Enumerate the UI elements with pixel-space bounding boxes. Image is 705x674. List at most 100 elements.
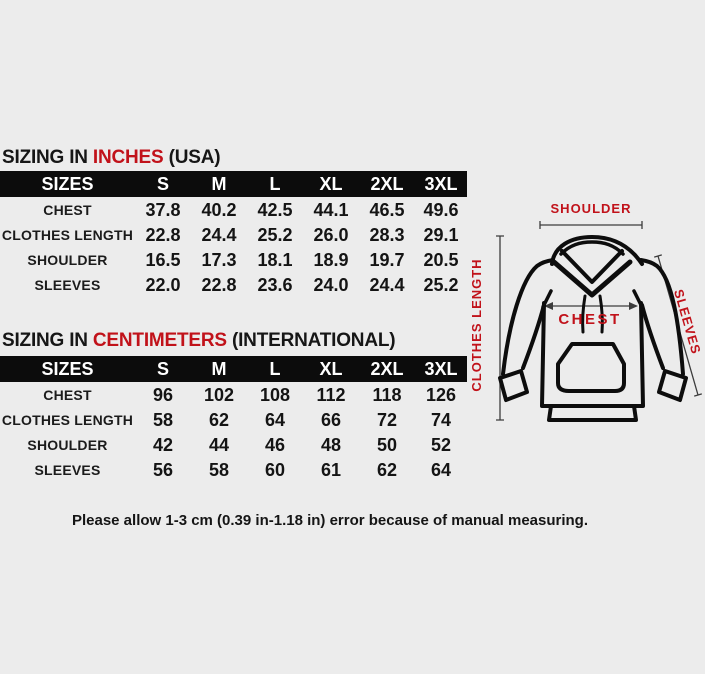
size-value-cell: 52 [430, 434, 452, 455]
size-value-cell: 28.3 [369, 224, 405, 245]
measuring-error-note: Please allow 1-3 cm (0.39 in-1.18 in) er… [71, 512, 589, 529]
size-value-cell: 66 [320, 409, 342, 430]
size-value-cell: 58 [208, 459, 230, 480]
size-value-cell: 50 [376, 434, 398, 455]
size-value-cell: 17.3 [201, 249, 237, 270]
size-value-cell: 23.6 [257, 274, 293, 295]
left-cuff [498, 369, 529, 402]
hood-inner [559, 240, 625, 256]
size-column-header: XL [319, 174, 343, 194]
inches-table-header: SIZES S M L XL 2XL 3XL [0, 171, 467, 197]
right-sleeve-outer [639, 258, 685, 376]
title-unit-centimeters: CENTIMETERS [92, 330, 227, 351]
size-value-cell: 25.2 [423, 274, 459, 295]
size-value-cell: 42.5 [257, 199, 293, 220]
size-value-cell: 26.0 [313, 224, 349, 245]
collar-v-outer [551, 259, 633, 298]
size-row-label: SLEEVES [34, 276, 101, 293]
measurement-lines [496, 221, 702, 421]
size-row-label: SHOULDER [27, 436, 108, 453]
collar-v-inner [560, 249, 624, 284]
chest-label: CHEST [558, 311, 621, 328]
left-drawstring [581, 294, 587, 334]
inches-size-table: SIZES S M L XL 2XL 3XL CHEST 37.8 40.2 42.5 44.1 46… [0, 171, 467, 297]
hem-band [547, 404, 638, 422]
cm-table-header: SIZES S M L XL 2XL 3XL [0, 356, 467, 382]
clothes-length-measure-line [496, 235, 504, 421]
size-column-header: S [156, 359, 169, 379]
size-row-label: SLEEVES [34, 461, 101, 478]
title-prefix: SIZING IN [2, 330, 93, 351]
hood-outer [550, 235, 644, 266]
hoodie-diagram-svg: SHOULDER CLOTHES LENGTH CHEST SLEEVES [469, 201, 704, 422]
size-value-cell: 62 [376, 459, 398, 480]
shoulder-seams [541, 289, 644, 309]
title-suffix: (USA) [163, 147, 221, 168]
size-value-cell: 60 [264, 459, 286, 480]
size-value-cell: 96 [152, 384, 174, 405]
size-row-label: CHEST [43, 386, 92, 403]
size-column-header: 2XL [370, 359, 404, 379]
size-row-label: CLOTHES LENGTH [1, 411, 134, 428]
shoulder-measure-line [539, 221, 643, 229]
left-sleeve-outer [501, 258, 555, 376]
size-row-label: SHOULDER [27, 251, 108, 268]
size-value-cell: 102 [203, 384, 235, 405]
size-value-cell: 24.0 [313, 274, 349, 295]
size-value-cell: 44.1 [313, 199, 349, 220]
size-value-cell: 46.5 [369, 199, 405, 220]
size-value-cell: 61 [320, 459, 342, 480]
size-value-cell: 74 [430, 409, 452, 430]
size-value-cell: 58 [152, 409, 174, 430]
left-sleeve-inner [521, 303, 546, 370]
title-prefix: SIZING IN [2, 147, 93, 168]
size-value-cell: 22.8 [201, 274, 237, 295]
size-value-cell: 44 [208, 434, 230, 455]
size-table-row: CHEST 96 102 108 112 118 126 [0, 382, 467, 407]
size-value-cell: 108 [259, 384, 291, 405]
size-column-header: 2XL [370, 174, 404, 194]
size-table-row: SLEEVES 56 58 60 61 62 64 [0, 457, 467, 482]
size-value-cell: 42 [152, 434, 174, 455]
size-value-cell: 24.4 [201, 224, 237, 245]
size-table-corner-header: SIZES [41, 359, 94, 379]
body-outline [540, 301, 645, 408]
chest-arrowheads [544, 302, 638, 310]
hoodie-outline [498, 235, 688, 422]
size-value-cell: 29.1 [423, 224, 459, 245]
size-value-cell: 24.4 [369, 274, 405, 295]
size-value-cell: 56 [152, 459, 174, 480]
size-row-label: CHEST [43, 201, 92, 218]
size-table-corner-header: SIZES [41, 174, 94, 194]
size-column-header: S [156, 174, 169, 194]
size-row-label: CLOTHES LENGTH [1, 226, 134, 243]
right-drawstring [598, 294, 604, 334]
size-value-cell: 16.5 [145, 249, 181, 270]
inches-table-body: CHEST 37.8 40.2 42.5 44.1 46.5 49.6 CLOTHES LEN… [0, 197, 467, 297]
size-value-cell: 37.8 [145, 199, 181, 220]
size-value-cell: 126 [425, 384, 457, 405]
size-value-cell: 118 [372, 384, 402, 405]
size-value-cell: 20.5 [423, 249, 459, 270]
inches-table-title: SIZING IN INCHES (USA) [2, 147, 221, 169]
size-value-cell: 22.0 [145, 274, 181, 295]
size-column-header: M [211, 174, 227, 194]
size-value-cell: 19.7 [369, 249, 405, 270]
shoulder-label: SHOULDER [551, 201, 632, 216]
size-column-header: M [211, 359, 227, 379]
size-table-row: CLOTHES LENGTH 22.8 24.4 25.2 26.0 28.3 29.1 [0, 222, 467, 247]
cm-table-body: CHEST 96 102 108 112 118 126 CLOTHES LENGTH 58 62… [0, 382, 467, 482]
cm-size-table: SIZES S M L XL 2XL 3XL CHEST 96 102 108 112 118 126 C… [0, 356, 467, 482]
size-value-cell: 18.9 [313, 249, 349, 270]
size-value-cell: 18.1 [257, 249, 293, 270]
size-value-cell: 64 [264, 409, 286, 430]
size-column-header: XL [319, 359, 343, 379]
right-cuff [657, 369, 688, 402]
size-value-cell: 112 [316, 384, 346, 405]
size-column-header: 3XL [424, 359, 458, 379]
size-column-header: L [269, 359, 281, 379]
size-column-header: L [269, 174, 281, 194]
size-table-row: SHOULDER 42 44 46 48 50 52 [0, 432, 467, 457]
right-sleeve-inner [640, 303, 665, 370]
